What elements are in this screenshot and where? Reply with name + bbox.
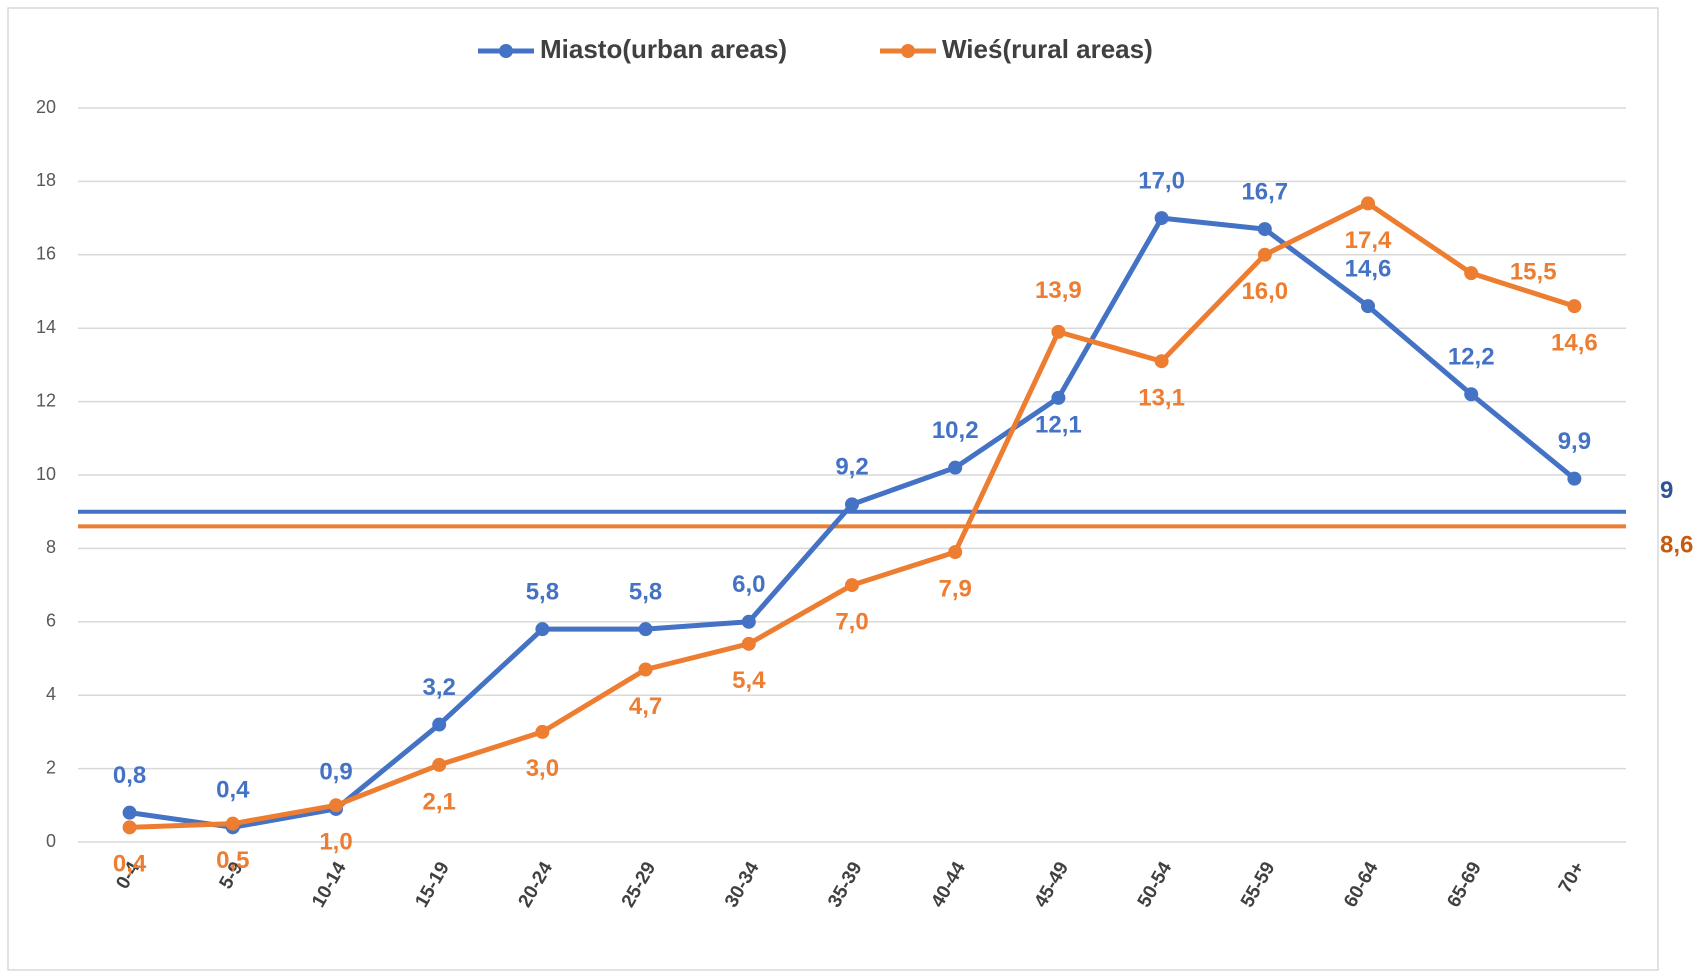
- data-label: 9,9: [1558, 428, 1591, 455]
- y-tick-label: 0: [46, 831, 56, 851]
- x-tick-label: 65-69: [1443, 859, 1485, 912]
- data-label: 14,6: [1345, 256, 1392, 283]
- data-label: 0,8: [113, 762, 146, 789]
- data-point: [741, 636, 756, 651]
- y-tick-label: 10: [36, 464, 56, 484]
- y-tick-label: 2: [46, 757, 56, 777]
- data-point: [1154, 211, 1169, 226]
- data-label: 6,0: [732, 571, 765, 598]
- data-label: 13,1: [1138, 385, 1185, 412]
- x-tick-label: 45-49: [1031, 859, 1073, 912]
- data-point: [948, 460, 963, 475]
- data-label: 12,1: [1035, 411, 1082, 438]
- data-point: [535, 724, 550, 739]
- x-tick-label: 35-39: [824, 859, 866, 912]
- data-label: 0,9: [319, 758, 352, 785]
- x-tick-label: 60-64: [1340, 858, 1383, 911]
- data-label: 15,5: [1510, 258, 1557, 285]
- data-point: [845, 497, 859, 512]
- data-label: 0,4: [216, 777, 250, 804]
- data-point: [535, 622, 550, 637]
- data-label: 13,9: [1035, 277, 1082, 304]
- y-tick-label: 16: [36, 244, 56, 264]
- data-label: 5,4: [732, 667, 766, 694]
- data-label: 2,1: [423, 788, 456, 815]
- x-tick-label: 20-24: [515, 858, 558, 911]
- data-label: 16,7: [1241, 178, 1288, 205]
- data-point: [1051, 390, 1066, 405]
- data-point: [1257, 247, 1272, 262]
- data-point: [329, 798, 343, 813]
- data-label: 17,4: [1345, 227, 1392, 254]
- legend-marker: [901, 44, 915, 58]
- x-tick-label: 55-59: [1237, 859, 1279, 912]
- data-point: [122, 805, 137, 820]
- data-label: 4,7: [629, 693, 662, 720]
- legend-marker: [499, 44, 513, 58]
- x-tick-label: 70+: [1555, 859, 1589, 897]
- x-tick-label: 50-54: [1134, 858, 1177, 911]
- data-label: 5,8: [629, 578, 662, 605]
- data-label: 7,9: [939, 575, 972, 602]
- reference-label: 9: [1660, 477, 1673, 504]
- y-tick-label: 12: [36, 390, 56, 410]
- x-tick-label: 15-19: [411, 859, 453, 912]
- x-tick-label: 40-44: [927, 858, 970, 911]
- data-point: [1567, 299, 1582, 314]
- data-label: 12,2: [1448, 344, 1495, 371]
- data-point: [432, 757, 447, 772]
- y-tick-label: 14: [36, 317, 56, 337]
- data-point: [1154, 354, 1169, 369]
- data-point: [638, 622, 653, 637]
- y-tick-label: 8: [46, 537, 56, 557]
- x-tick-label: 25-29: [618, 859, 660, 912]
- data-point: [638, 662, 653, 677]
- data-label: 3,2: [423, 674, 456, 701]
- data-label: 0,4: [113, 851, 147, 878]
- legend-label: Wieś(rural areas): [942, 34, 1153, 64]
- data-label: 10,2: [932, 417, 979, 444]
- series-line: [129, 215, 1576, 830]
- data-point: [1567, 471, 1582, 486]
- legend-label: Miasto(urban areas): [540, 34, 787, 64]
- data-label: 3,0: [526, 755, 559, 782]
- y-tick-label: 6: [46, 611, 56, 631]
- data-point: [1361, 196, 1375, 211]
- data-label: 0,5: [216, 847, 249, 874]
- y-tick-label: 18: [36, 170, 56, 190]
- data-label: 5,8: [526, 578, 559, 605]
- data-point: [741, 614, 756, 629]
- chart-border: [7, 7, 1659, 971]
- data-point: [1361, 299, 1375, 314]
- data-point: [122, 820, 137, 835]
- data-label: 9,2: [835, 454, 868, 481]
- x-tick-label: 30-34: [721, 858, 764, 911]
- data-label: 17,0: [1138, 167, 1185, 194]
- data-point: [1464, 266, 1479, 281]
- data-point: [1257, 222, 1272, 237]
- reference-label: 8,6: [1660, 532, 1693, 559]
- data-point: [948, 545, 963, 560]
- data-point: [845, 578, 859, 593]
- x-tick-label: 10-14: [308, 858, 351, 911]
- data-point: [1051, 324, 1066, 339]
- data-point: [1464, 387, 1479, 402]
- data-label: 16,0: [1241, 278, 1288, 305]
- data-label: 7,0: [835, 608, 868, 635]
- data-point: [432, 717, 447, 732]
- data-label: 14,6: [1551, 330, 1598, 357]
- y-tick-label: 4: [46, 684, 56, 704]
- y-tick-label: 20: [36, 97, 56, 117]
- data-point: [225, 816, 240, 831]
- data-label: 1,0: [319, 829, 352, 856]
